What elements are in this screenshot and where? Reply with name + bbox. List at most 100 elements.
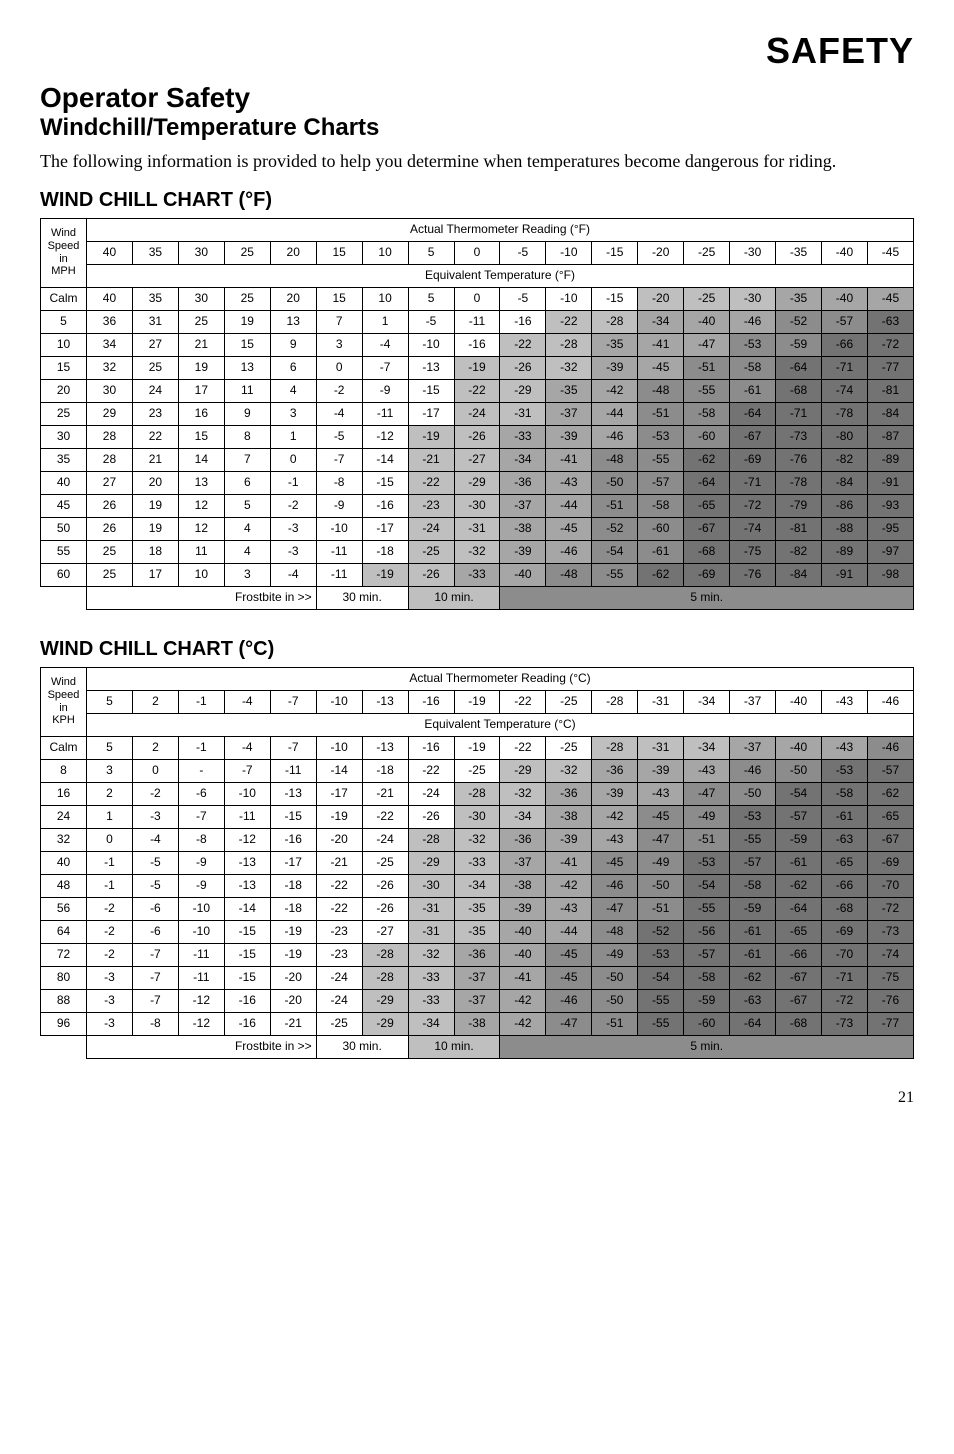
data-cell: -30 [408,874,454,897]
data-cell: -31 [638,736,684,759]
data-cell: -1 [270,471,316,494]
data-cell: -19 [316,805,362,828]
data-cell: -68 [822,897,868,920]
data-cell: -38 [500,874,546,897]
data-cell: -13 [224,851,270,874]
row-label: 8 [41,759,87,782]
data-cell: -72 [867,333,913,356]
data-cell: -2 [87,897,133,920]
data-cell: 19 [224,310,270,333]
data-cell: -15 [362,471,408,494]
data-cell: -71 [776,402,822,425]
data-cell: -16 [408,736,454,759]
data-cell: -57 [822,310,868,333]
data-cell: -65 [684,494,730,517]
mid-header: Equivalent Temperature (°C) [87,713,914,736]
page-number: 21 [40,1089,914,1107]
data-cell: -39 [546,425,592,448]
data-cell: -5 [132,851,178,874]
data-cell: 1 [87,805,133,828]
data-cell: 5 [87,736,133,759]
data-cell: 3 [224,563,270,586]
data-cell: -15 [224,966,270,989]
col-header: -25 [546,690,592,713]
data-cell: -25 [454,759,500,782]
data-cell: -28 [546,333,592,356]
row-label: 32 [41,828,87,851]
col-header: 5 [87,690,133,713]
data-cell: -4 [316,402,362,425]
data-cell: -21 [408,448,454,471]
data-cell: -71 [822,356,868,379]
data-cell: -88 [822,517,868,540]
data-cell: -16 [270,828,316,851]
col-header: -7 [270,690,316,713]
data-cell: -63 [730,989,776,1012]
data-cell: -12 [178,989,224,1012]
data-cell: -47 [638,828,684,851]
data-cell: 28 [87,425,133,448]
data-cell: -65 [776,920,822,943]
col-header: 40 [87,241,133,264]
data-cell: -75 [730,540,776,563]
row-label: 5 [41,310,87,333]
row-label: 88 [41,989,87,1012]
data-cell: -18 [362,540,408,563]
data-cell: -38 [500,517,546,540]
data-cell: -18 [362,759,408,782]
data-cell: -40 [500,920,546,943]
data-cell: -4 [362,333,408,356]
data-cell: -45 [867,287,913,310]
data-cell: 30 [87,379,133,402]
data-cell: -87 [867,425,913,448]
page-title: SAFETY [40,30,914,72]
data-cell: -67 [730,425,776,448]
data-cell: 24 [132,379,178,402]
data-cell: -19 [454,736,500,759]
data-cell: 7 [316,310,362,333]
data-cell: -22 [500,736,546,759]
data-cell: -28 [592,736,638,759]
data-cell: -25 [546,736,592,759]
data-cell: 23 [132,402,178,425]
data-cell: -10 [224,782,270,805]
data-cell: -44 [592,402,638,425]
data-cell: -20 [638,287,684,310]
data-cell: -40 [500,563,546,586]
data-cell: 17 [132,563,178,586]
data-cell: -43 [592,828,638,851]
row-label: 10 [41,333,87,356]
row-label: 16 [41,782,87,805]
col-header: -40 [822,241,868,264]
data-cell: -89 [867,448,913,471]
data-cell: -21 [316,851,362,874]
data-cell: 20 [132,471,178,494]
data-cell: -37 [500,851,546,874]
data-cell: -64 [730,1012,776,1035]
data-cell: -9 [178,851,224,874]
data-cell: -72 [867,897,913,920]
data-cell: -15 [270,805,316,828]
data-cell: -9 [362,379,408,402]
data-cell: -44 [546,920,592,943]
data-cell: -32 [546,356,592,379]
data-cell: 19 [132,517,178,540]
data-cell: -64 [730,402,776,425]
data-cell: -36 [546,782,592,805]
data-cell: -36 [592,759,638,782]
data-cell: 0 [87,828,133,851]
data-cell: 9 [270,333,316,356]
data-cell: 25 [178,310,224,333]
data-cell: -28 [454,782,500,805]
data-cell: -62 [730,966,776,989]
data-cell: -7 [316,448,362,471]
data-cell: -65 [822,851,868,874]
footer-frostbite: Frostbite in >> [87,1035,317,1058]
data-cell: -53 [684,851,730,874]
row-label: 20 [41,379,87,402]
data-cell: -7 [270,736,316,759]
data-cell: 19 [178,356,224,379]
data-cell: -2 [87,943,133,966]
data-cell: -44 [546,494,592,517]
data-cell: -39 [592,782,638,805]
